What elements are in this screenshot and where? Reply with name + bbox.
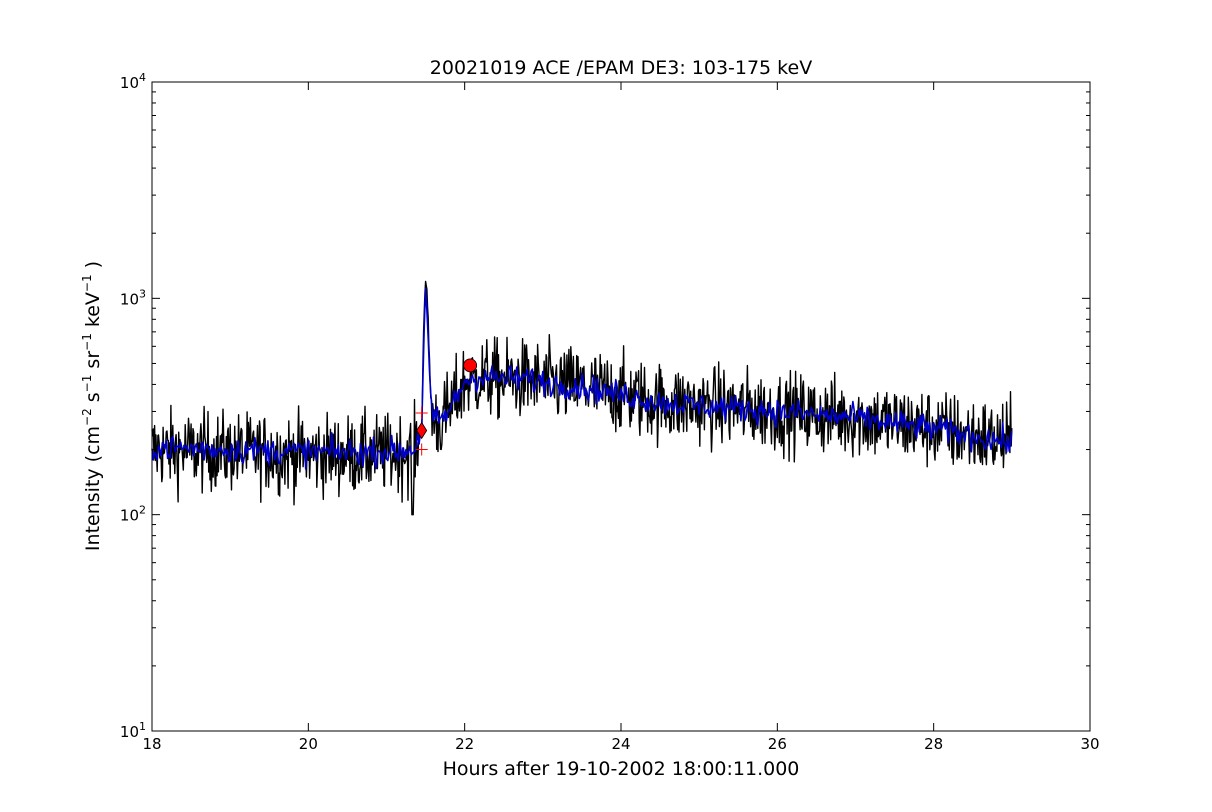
y-tick-label-exponent: 1 — [139, 720, 146, 733]
chart-title: 20021019 ACE /EPAM DE3: 103-175 keV — [430, 57, 812, 79]
y-tick-label-base: 10 — [120, 507, 139, 525]
y-tick-label-base: 10 — [120, 290, 139, 308]
y-axis-label: Intensity (cm−2 s−1 sr−1 keV−1 ) — [80, 261, 104, 551]
y-tick-label-exponent: 3 — [139, 287, 146, 300]
x-tick-label: 28 — [924, 735, 943, 753]
x-tick-label: 26 — [768, 735, 787, 753]
x-tick-label: 20 — [299, 735, 318, 753]
series-line-smoothed — [151, 287, 1013, 470]
ticks-layer — [151, 81, 1091, 732]
marker-circle — [463, 358, 478, 373]
y-tick-label-base: 10 — [120, 723, 139, 741]
x-tick-label: 24 — [611, 735, 630, 753]
x-tick-label: 30 — [1080, 735, 1099, 753]
y-tick-label: 104 — [120, 71, 146, 92]
x-tick-label: 22 — [455, 735, 474, 753]
series-layer — [151, 280, 1013, 516]
y-tick-label-exponent: 4 — [139, 71, 146, 84]
marker-plus — [415, 407, 428, 420]
marker-diamond — [416, 421, 428, 440]
series-line-raw — [151, 280, 1013, 516]
y-tick-label: 101 — [120, 720, 146, 741]
y-tick-label: 102 — [120, 504, 146, 525]
y-tick-label-base: 10 — [120, 74, 139, 92]
y-tick-label-exponent: 2 — [139, 504, 146, 517]
marker-plus — [415, 443, 428, 456]
x-tick-label: 18 — [142, 735, 161, 753]
y-tick-label: 103 — [120, 287, 146, 308]
x-axis-label: Hours after 19-10-2002 18:00:11.000 — [443, 758, 800, 780]
marker-layer — [415, 358, 478, 456]
